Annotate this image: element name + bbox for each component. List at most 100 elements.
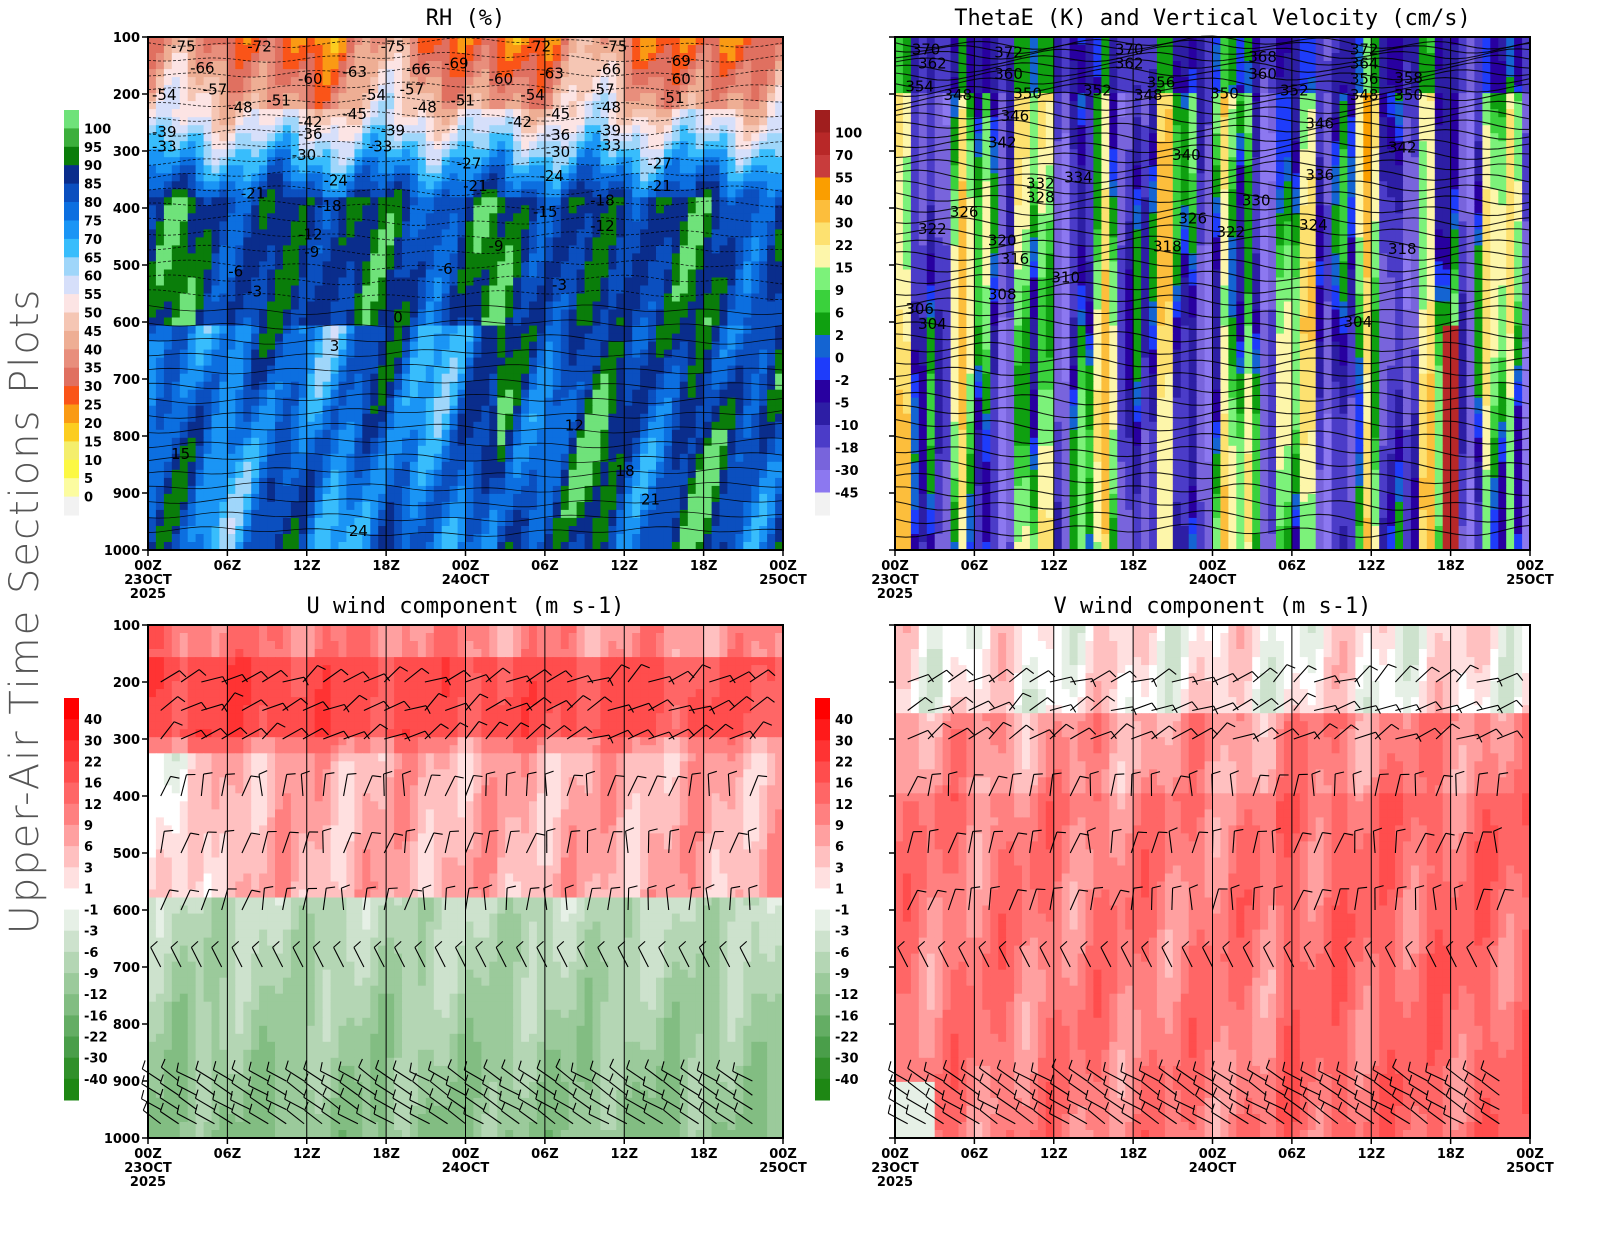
field-cell (727, 373, 736, 383)
field-cell (378, 173, 387, 182)
field-cell (735, 141, 744, 150)
field-cell (346, 517, 355, 527)
field-cell (751, 445, 760, 455)
field-cell (727, 389, 736, 399)
field-cell (235, 221, 244, 230)
field-cell (409, 373, 419, 383)
field-cell (759, 341, 768, 351)
field-cell (179, 253, 189, 262)
field-cell (227, 261, 236, 270)
field-cell (624, 213, 633, 222)
field-cell (576, 293, 586, 303)
field-cell (632, 221, 641, 230)
field-cell (481, 117, 490, 126)
field-cell (656, 37, 665, 46)
field-cell (552, 181, 562, 190)
field-cell (243, 333, 252, 343)
field-cell (505, 189, 514, 198)
field-cell (219, 413, 228, 423)
field-cell (163, 245, 173, 254)
field-cell (282, 477, 292, 487)
field-cell (378, 373, 387, 383)
field-cell (624, 469, 633, 479)
field-cell (584, 141, 594, 150)
field-cell (616, 77, 625, 86)
field-cell (282, 69, 292, 78)
field-cell (195, 493, 205, 503)
field-cell (529, 357, 538, 367)
field-cell (529, 261, 538, 270)
field-cell (298, 261, 308, 270)
field-cell (211, 365, 220, 375)
field-cell (179, 357, 189, 367)
field-cell (402, 526, 411, 535)
field-cell (544, 453, 554, 463)
field-cell (275, 245, 284, 254)
field-cell (338, 349, 347, 359)
field-cell (457, 453, 467, 463)
field-cell (378, 101, 387, 110)
field-cell (560, 509, 570, 519)
field-cell (378, 405, 387, 415)
field-cell (243, 77, 252, 86)
field-cell (370, 165, 379, 174)
field-cell (727, 245, 736, 254)
field-cell (195, 165, 205, 174)
field-cell (306, 333, 316, 343)
field-cell (378, 413, 387, 423)
field-cell (290, 405, 300, 415)
field-cell (457, 429, 467, 439)
field-cell (679, 269, 689, 279)
field-cell (282, 517, 292, 527)
field-cell (679, 429, 689, 439)
field-cell (298, 365, 308, 375)
field-cell (513, 341, 522, 351)
field-cell (473, 173, 482, 182)
field-cell (560, 325, 570, 335)
field-cell (354, 165, 363, 174)
field-cell (568, 517, 578, 527)
field-cell (282, 117, 292, 126)
field-cell (640, 277, 649, 287)
field-cell (219, 534, 228, 543)
field-cell (656, 413, 665, 423)
field-cell (695, 341, 705, 351)
field-cell (394, 509, 403, 519)
field-cell (703, 461, 713, 471)
field-cell (417, 413, 427, 423)
field-cell (155, 173, 165, 182)
field-cell (608, 93, 617, 102)
field-cell (425, 477, 435, 487)
field-cell (378, 357, 387, 367)
field-cell (148, 493, 157, 503)
field-cell (235, 173, 244, 182)
field-cell (735, 357, 744, 367)
field-cell (203, 133, 213, 142)
field-cell (219, 221, 228, 230)
field-cell (505, 261, 514, 270)
field-cell (775, 333, 784, 343)
field-cell (584, 349, 594, 359)
field-cell (354, 381, 363, 391)
field-cell (282, 357, 292, 367)
field-cell (513, 437, 522, 447)
field-cell (679, 285, 689, 295)
field-cell (521, 109, 530, 118)
field-cell (243, 229, 252, 238)
field-cell (640, 341, 649, 351)
field-cell (298, 133, 308, 142)
field-cell (171, 237, 181, 246)
field-cell (409, 445, 419, 455)
field-cell (267, 93, 276, 102)
field-cell (679, 317, 689, 327)
field-cell (711, 397, 721, 407)
field-cell (298, 141, 308, 150)
field-cell (513, 37, 522, 46)
field-cell (322, 429, 332, 439)
field-cell (600, 213, 609, 222)
field-cell (648, 173, 657, 182)
field-cell (267, 229, 276, 238)
field-cell (425, 301, 435, 311)
field-cell (703, 237, 713, 246)
field-cell (267, 101, 276, 110)
